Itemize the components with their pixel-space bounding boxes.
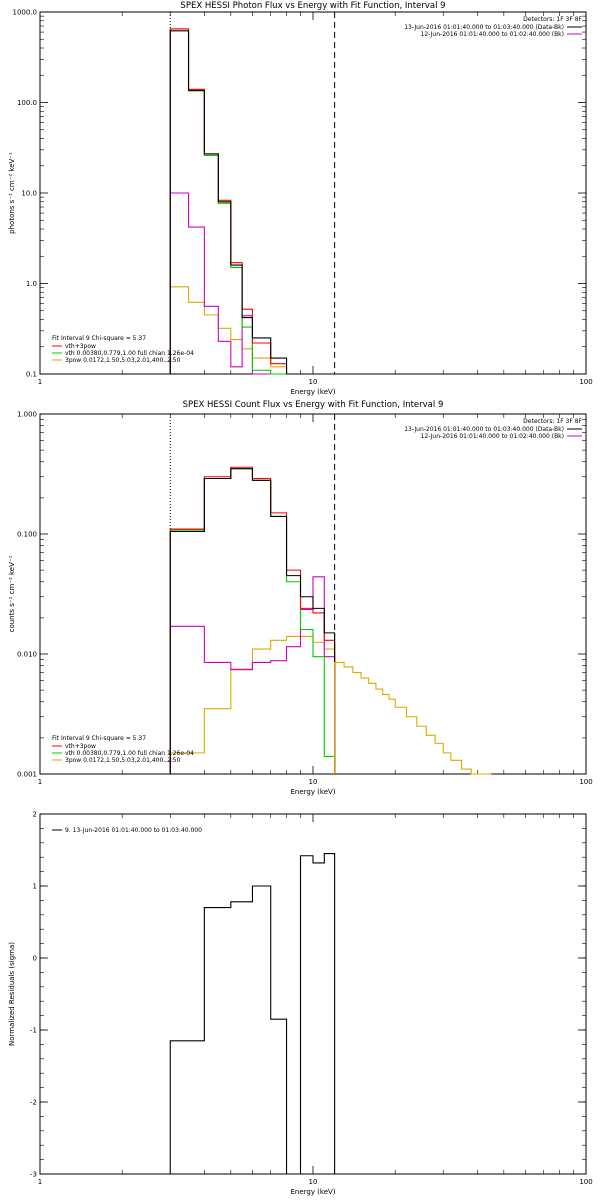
x-axis-label: Energy (keV) xyxy=(290,788,335,796)
y-axis-label: Normalized Residuals (sigma) xyxy=(8,942,16,1046)
y-tick-label: 1.000 xyxy=(17,411,37,419)
legend-detectors: Detectors: 1F 3F 8F xyxy=(523,16,582,23)
y-tick-label: -1 xyxy=(30,1027,37,1035)
y-tick-label: 0.100 xyxy=(17,531,37,539)
legend-entry-label: 12-Jun-2016 01:01:40.000 to 01:02:40.000… xyxy=(421,31,564,38)
x-tick-label: 1 xyxy=(38,1178,42,1186)
photon-flux-panel: SPEX HESSI Photon Flux vs Energy with Fi… xyxy=(8,1,593,396)
x-axis-label: Energy (keV) xyxy=(290,1188,335,1196)
series-step-data-bk xyxy=(169,468,336,774)
legend-fit-interval: Fit Interval 9 Chi-square = 5.37 xyxy=(52,335,146,342)
x-tick-label: 10 xyxy=(309,378,318,386)
legend-entry-label: 13-Jun-2016 01:01:40.000 to 01:03:40.000… xyxy=(404,426,564,433)
series-step-bk xyxy=(169,192,287,375)
y-tick-label: -2 xyxy=(30,1099,37,1107)
x-tick-label: 1 xyxy=(38,378,42,386)
legend-fit-interval: Fit Interval 9 Chi-square = 5.37 xyxy=(52,735,146,742)
y-axis-label: counts s⁻¹ cm⁻² keV⁻¹ xyxy=(8,555,16,632)
legend-entry-label: 13-Jun-2016 01:01:40.000 to 01:03:40.000… xyxy=(404,24,564,31)
y-tick-label: 1000.0 xyxy=(13,9,38,17)
series-step-3pow xyxy=(169,635,336,774)
legend-entry-label: 9. 13-Jun-2016 01:01:40.000 to 01:03:40.… xyxy=(65,827,202,834)
y-tick-label: 0.1 xyxy=(26,371,37,379)
plot-frame xyxy=(39,813,587,1175)
y-tick-label: 1.0 xyxy=(26,280,37,288)
legend-entry-label: vth+3pow xyxy=(65,343,96,350)
y-tick-label: 10.0 xyxy=(21,190,37,198)
y-tick-label: -3 xyxy=(30,1171,37,1179)
series-step-residuals xyxy=(169,853,336,1175)
legend-entry-label: 12-Jun-2016 01:01:40.000 to 01:02:40.000… xyxy=(421,433,564,440)
series-step-3pow-extension xyxy=(334,661,492,775)
series-step-vth-3pow xyxy=(169,466,336,774)
x-axis-label: Energy (keV) xyxy=(290,388,335,396)
x-tick-label: 100 xyxy=(579,378,592,386)
plot-frame xyxy=(39,11,587,375)
legend-entry-label: vth 0.00380,0.779,1.00 full chian 1.26e-… xyxy=(65,350,194,357)
y-tick-label: 2 xyxy=(33,811,37,819)
x-tick-label: 100 xyxy=(579,1178,592,1186)
y-tick-label: 0.001 xyxy=(17,771,37,779)
y-tick-label: 0 xyxy=(33,955,37,963)
legend-entry-label: 3pow 0.0172,1.50,5.03,2.01,400.,2.50 xyxy=(65,357,181,364)
y-tick-label: 100.0 xyxy=(17,99,37,107)
x-tick-label: 1 xyxy=(38,778,42,786)
count-flux-panel: SPEX HESSI Count Flux vs Energy with Fit… xyxy=(8,400,593,796)
series-step-bk xyxy=(169,576,336,774)
series-step-3pow xyxy=(169,286,288,374)
y-axis-label: photons s⁻¹ cm⁻² keV⁻¹ xyxy=(8,152,16,234)
x-tick-label: 10 xyxy=(309,1178,318,1186)
chart-title: SPEX HESSI Count Flux vs Energy with Fit… xyxy=(183,400,444,410)
series-step-vth xyxy=(169,468,336,774)
legend-entry-label: vth+3pow xyxy=(65,743,96,750)
y-tick-label: 1 xyxy=(33,883,37,891)
legend-detectors: Detectors: 1F 3F 8F xyxy=(523,418,582,425)
chart-title: SPEX HESSI Photon Flux vs Energy with Fi… xyxy=(180,1,445,11)
legend-entry-label: vth 0.00380,0.779,1.00 full chian 1.26e-… xyxy=(65,750,194,757)
series-step-data-bk xyxy=(169,30,288,374)
legend-entry-label: 3pow 0.0172,1.50,5.03,2.01,400.,2.50 xyxy=(65,757,181,764)
x-tick-label: 10 xyxy=(309,778,318,786)
y-tick-label: 0.010 xyxy=(17,651,37,659)
residuals-panel: 1 10 100 -3 -2 -1 0 1 2 Energy (keV) Normalized Re… xyxy=(8,811,593,1197)
x-tick-label: 100 xyxy=(579,778,592,786)
